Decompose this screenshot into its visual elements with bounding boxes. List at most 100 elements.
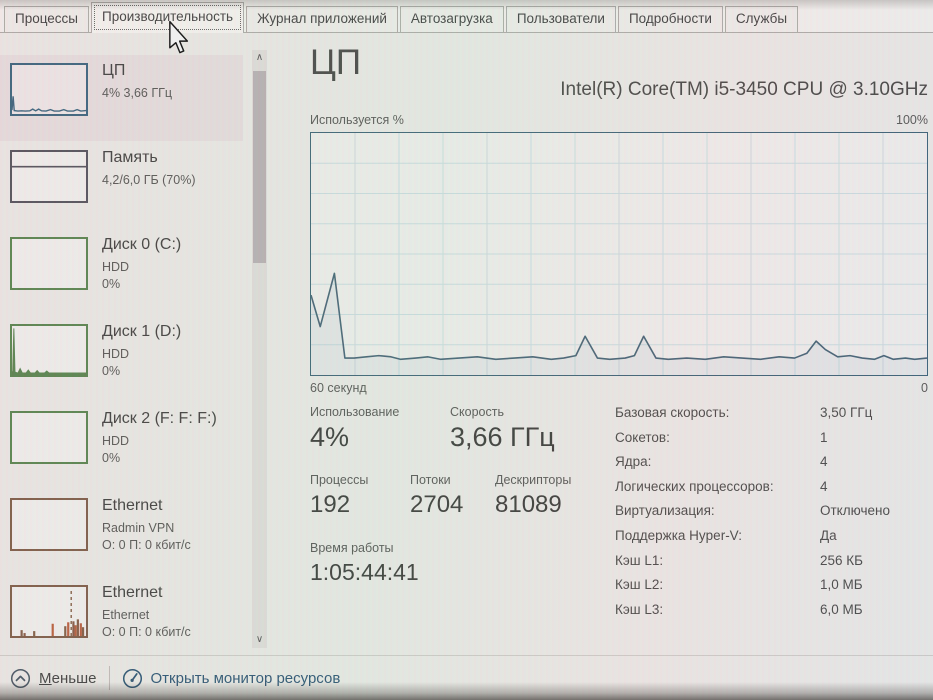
processes-value: 192 [310,491,351,518]
detail-value: 4 [820,454,828,470]
detail-row: Поддержка Hyper-V: Да [615,528,930,553]
detail-label: Поддержка Hyper-V: [615,527,742,543]
speed-label: Скорость [450,405,504,419]
tab-users[interactable]: Пользователи [505,6,616,32]
tab-startup[interactable]: Автозагрузка [399,6,504,32]
detail-label: Ядра: [615,454,652,470]
sidebar-item-text: Диск 1 (D:) HDD 0% [102,323,241,380]
sidebar-item-title: Диск 2 (F: F: F:) [102,410,217,427]
ethernet-radmin-mini-graph [10,498,88,551]
sidebar-item-disk0[interactable]: Диск 0 (C:) HDD 0% [0,229,243,315]
scroll-up-icon[interactable]: ∧ [255,52,264,63]
handles-value: 81089 [495,491,562,518]
detail-label: Кэш L1: [615,552,664,568]
open-resource-monitor-link[interactable]: Открыть монитор ресурсов [122,668,340,689]
sidebar-item-subtitle: О: 0 П: 0 кбит/с [102,625,191,639]
graph-max-label: 100% [896,113,928,127]
footer-divider [108,666,110,690]
scroll-down-icon[interactable]: ∨ [255,634,264,645]
detail-value: 6,0 МБ [820,601,863,617]
detail-row: Кэш L3: 6,0 МБ [615,602,930,627]
graph-header: Используется % 100% [310,113,928,127]
sidebar-item-subtitle: О: 0 П: 0 кбит/с [102,538,191,552]
detail-value: 1,0 МБ [820,577,863,593]
disk0-mini-graph [10,237,88,290]
usage-label: Использование [310,405,400,419]
graph-unit-label: Используется % [310,113,404,127]
performance-sidebar: ЦП 4% 3,66 ГГц Память 4,2/6,0 ГБ (70%) Диск … [0,33,250,655]
footer-bar: Меньше Открыть монитор ресурсов [0,655,933,700]
tab-processes[interactable]: Процессы [4,6,90,32]
sidebar-item-text: Диск 2 (F: F: F:) HDD 0% [102,410,241,467]
sidebar-item-subtitle: 0% [102,277,121,291]
ethernet-mini-graph [10,585,88,638]
cpu-details-list: Базовая скорость: 3,50 ГГц Сокетов: 1 Ядра: 4… [615,405,930,626]
threads-label: Потоки [410,473,451,487]
sidebar-item-text: Диск 0 (C:) HDD 0% [102,236,241,293]
detail-label: Сокетов: [615,429,670,445]
memory-mini-graph [10,150,88,203]
tab-details[interactable]: Подробности [617,6,723,32]
sidebar-item-title: Диск 1 (D:) [102,323,182,340]
cpu-usage-graph[interactable] [310,132,928,376]
handles-label: Дескрипторы [495,473,572,487]
sidebar-item-cpu[interactable]: ЦП 4% 3,66 ГГц [0,55,243,141]
sidebar-item-subtitle: 4,2/6,0 ГБ (70%) [102,173,196,187]
sidebar-item-memory[interactable]: Память 4,2/6,0 ГБ (70%) [0,142,243,228]
sidebar-item-text: Ethernet Ethernet О: 0 П: 0 кбит/с [102,584,241,641]
detail-value: 1 [820,429,828,445]
detail-label: Базовая скорость: [615,405,730,420]
detail-value: 3,50 ГГц [820,405,873,420]
sidebar-scrollbar[interactable]: ∧ ∨ [252,50,267,648]
graph-axis: 60 секунд 0 [310,381,928,395]
cpu-panel: ЦП Intel(R) Core(TM) i5-3450 CPU @ 3.10G… [280,33,933,655]
detail-value: 4 [820,478,828,494]
processes-label: Процессы [310,473,369,487]
disk1-mini-graph [10,324,88,377]
sidebar-item-disk1[interactable]: Диск 1 (D:) HDD 0% [0,316,243,402]
fewer-details-label: Меньше [39,669,97,687]
sidebar-item-subtitle: 0% [102,451,121,465]
detail-row: Ядра: 4 [615,454,930,479]
sidebar-item-title: ЦП [102,62,126,79]
sidebar-item-text: ЦП 4% 3,66 ГГц [102,62,241,102]
speed-value: 3,66 ГГц [450,422,555,452]
scrollbar-thumb[interactable] [253,71,266,263]
sidebar-item-ethernet-radmin[interactable]: Ethernet Radmin VPN О: 0 П: 0 кбит/с [0,490,243,576]
cpu-mini-graph [10,63,88,116]
sidebar-item-title: Ethernet [102,584,163,601]
page-title: ЦП [310,43,362,82]
sidebar-item-subtitle: 0% [102,364,121,378]
detail-row: Виртуализация: Отключено [615,503,930,528]
sidebar-item-disk2[interactable]: Диск 2 (F: F: F:) HDD 0% [0,403,243,489]
detail-value: Отключено [820,503,890,519]
sidebar-item-title: Диск 0 (C:) [102,236,182,253]
tab-services[interactable]: Службы [724,6,799,32]
sidebar-item-ethernet[interactable]: Ethernet Ethernet О: 0 П: 0 кбит/с [0,577,243,663]
detail-label: Кэш L2: [615,577,664,593]
detail-label: Кэш L3: [615,601,664,617]
sidebar-item-subtitle: HDD [102,347,130,361]
sidebar-item-text: Ethernet Radmin VPN О: 0 П: 0 кбит/с [102,497,241,554]
threads-value: 2704 [410,491,464,518]
sidebar-item-title: Память [102,149,158,166]
tab-app-history[interactable]: Журнал приложений [246,6,398,32]
detail-label: Логических процессоров: [615,478,774,494]
graph-xmax-label: 0 [921,381,928,395]
mouse-cursor [169,21,189,54]
uptime-label: Время работы [310,541,394,555]
detail-row: Базовая скорость: 3,50 ГГц [615,405,930,430]
detail-row: Кэш L1: 256 КБ [615,553,930,578]
sidebar-item-subtitle: HDD [102,434,130,448]
detail-row: Сокетов: 1 [615,430,930,455]
graph-xmin-label: 60 секунд [310,381,367,395]
detail-value: Да [820,527,837,543]
resource-monitor-icon [122,668,142,688]
detail-label: Виртуализация: [615,503,715,519]
sidebar-item-subtitle: 4% 3,66 ГГц [102,86,173,100]
cpu-device-name: Intel(R) Core(TM) i5-3450 CPU @ 3.10GHz [560,79,928,100]
detail-value: 256 КБ [820,552,863,568]
tab-bar: Процессы Производительность Журнал прило… [0,0,933,33]
fewer-details-button[interactable]: Меньше [10,668,97,689]
